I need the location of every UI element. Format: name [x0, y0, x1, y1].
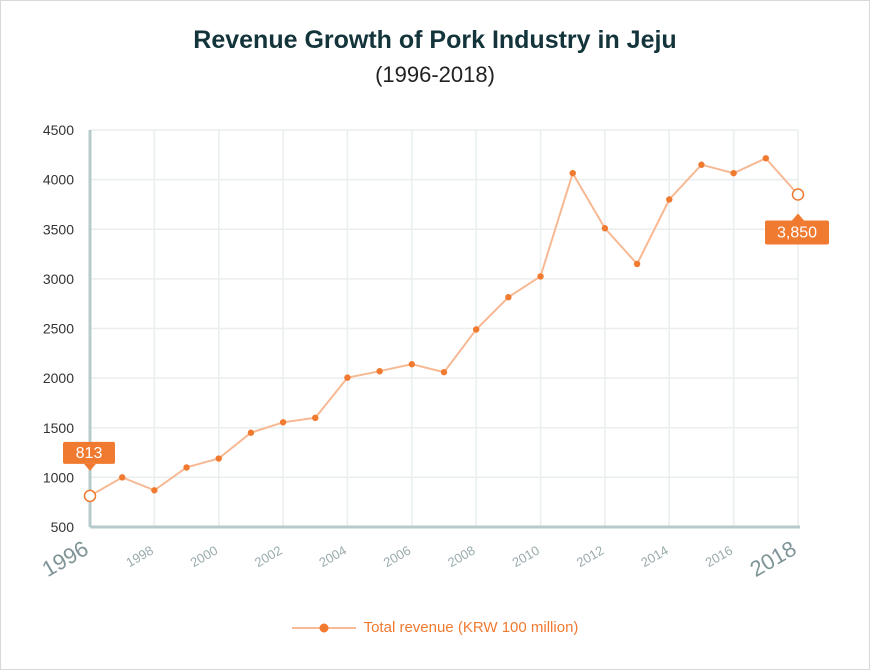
y-tick-label: 2000	[43, 370, 74, 386]
data-point	[762, 155, 770, 162]
data-point	[344, 374, 351, 381]
data-point	[601, 225, 609, 232]
data-point	[215, 455, 222, 462]
y-tick-label: 3000	[43, 271, 74, 287]
y-tick-label: 4500	[43, 122, 74, 138]
data-point	[312, 414, 319, 422]
y-tick-label: 1500	[43, 420, 74, 436]
data-point	[633, 260, 641, 268]
data-point	[569, 169, 576, 177]
data-point	[247, 429, 255, 436]
x-tick-label: 2000	[188, 543, 221, 570]
legend-swatch	[291, 623, 356, 632]
x-tick-label: 2014	[638, 543, 671, 570]
x-tick-label: 2016	[703, 543, 736, 570]
x-tick-label: 2002	[252, 543, 285, 570]
data-point	[730, 169, 737, 177]
x-tick-label: 2010	[509, 543, 542, 570]
x-tick-label: 2004	[316, 543, 349, 570]
x-tick-label: 1998	[123, 543, 156, 570]
callout-pointer	[792, 213, 804, 221]
legend: Total revenue (KRW 100 million)	[0, 619, 870, 636]
y-tick-label: 1000	[43, 469, 74, 485]
x-tick-label: 2006	[381, 543, 414, 570]
x-tick-label: 2008	[445, 543, 478, 570]
data-point	[151, 487, 158, 494]
data-point	[537, 273, 544, 280]
callout-box	[765, 220, 829, 245]
x-tick-label: 1996	[38, 536, 93, 582]
chart-subtitle: (1996-2018)	[375, 62, 495, 87]
y-tick-label: 2500	[43, 321, 74, 337]
callout-box	[63, 441, 115, 464]
chart-title: Revenue Growth of Pork Industry in Jeju	[193, 26, 677, 54]
series-line	[89, 157, 799, 497]
data-point	[118, 474, 126, 481]
data-point-endpoint	[791, 188, 805, 201]
data-point-endpoint	[83, 489, 97, 503]
y-tick-label: 4000	[43, 172, 74, 188]
x-tick-label: 2018	[746, 536, 801, 582]
callout-label: 813	[76, 445, 103, 462]
data-point	[183, 464, 190, 471]
data-point	[440, 368, 448, 376]
data-point	[408, 361, 416, 368]
y-tick-label: 3500	[43, 221, 74, 237]
legend-label: Total revenue (KRW 100 million)	[363, 619, 579, 636]
x-tick-label: 2012	[574, 543, 607, 570]
data-point	[666, 196, 673, 203]
data-point	[472, 326, 480, 333]
data-point	[279, 419, 287, 426]
data-point	[505, 294, 512, 301]
y-tick-label: 500	[51, 519, 75, 535]
callout-pointer	[84, 463, 96, 471]
callout-label: 3,850	[777, 225, 817, 242]
data-point	[376, 367, 383, 375]
data-point	[698, 161, 705, 168]
